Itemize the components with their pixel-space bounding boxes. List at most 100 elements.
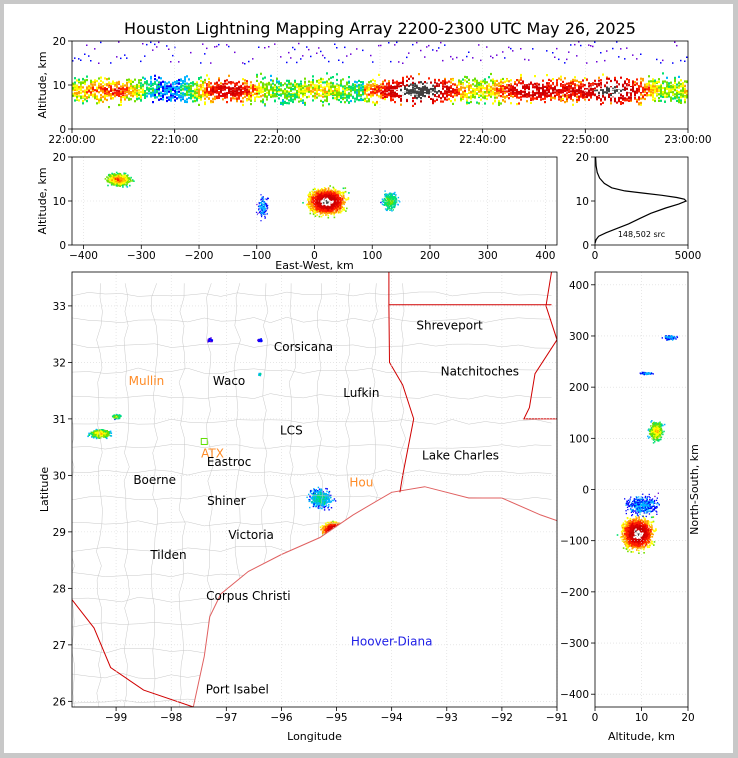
north-south-y-tick-label: 0: [582, 485, 589, 497]
altitude-histogram-y-tick-label: 10: [576, 196, 589, 208]
map-label-shiner: Shiner: [207, 494, 246, 508]
time-altitude-x-tick-label: 22:20:00: [254, 134, 301, 146]
time-altitude-x-tick-label: 22:30:00: [356, 134, 403, 146]
north-south-y-tick-label: 400: [569, 280, 589, 292]
map-cell-north: [207, 337, 214, 343]
north-south-upper-scatter: [624, 492, 660, 518]
altitude-histogram-y-tick-label: 20: [576, 152, 589, 164]
map-cell-waco: [258, 372, 262, 377]
map-y-tick-label: 33: [53, 301, 66, 313]
map-cell-corsicana: [257, 338, 263, 343]
north-south-y-tick-label: 300: [569, 331, 589, 343]
north-south-cell-100: [647, 420, 666, 444]
map-label-lake-charles: Lake Charles: [422, 449, 499, 463]
map-xlabel: Longitude: [287, 730, 342, 743]
map-boundaries: [72, 272, 557, 707]
east-west-y-tick-label: 10: [53, 196, 66, 208]
east-west-y-tick-label: 0: [59, 240, 66, 252]
map-x-tick-label: −92: [491, 712, 513, 724]
map-lines-layer: [72, 272, 557, 707]
map-x-tick-label: −98: [160, 712, 182, 724]
east-west-scatter: [255, 194, 269, 222]
north-south-grid: [595, 272, 688, 707]
east-west-x-tick-label: 300: [478, 250, 498, 262]
time-altitude-x-tick-label: 22:00:00: [48, 134, 95, 146]
east-west-x-tick-label: −200: [185, 250, 214, 262]
map-label-port-isabel: Port Isabel: [206, 682, 269, 696]
north-south-x-tick-label: 0: [592, 712, 599, 724]
altitude-histogram-x-tick-label: 5000: [675, 250, 702, 262]
station-marker-square-outline-icon: [200, 437, 208, 445]
map-x-tick-label: −99: [105, 712, 127, 724]
north-south-cell-230: [639, 371, 654, 376]
time-altitude-x-tick-label: 22:10:00: [151, 134, 198, 146]
east-west-x-tick-label: 400: [535, 250, 555, 262]
map-y-tick-label: 29: [53, 527, 66, 539]
north-south-y-tick-label: 100: [569, 433, 589, 445]
north-south-x-tick-label: 10: [635, 712, 648, 724]
axes-layer: [68, 40, 689, 711]
map-x-tick-label: −94: [381, 712, 403, 724]
east-west-x-tick-label: −400: [69, 250, 98, 262]
map-label-hoover-diana: Hoover-Diana: [351, 634, 433, 648]
time-altitude-x-tick-label: 22:40:00: [459, 134, 506, 146]
map-label-mullin: Mullin: [129, 374, 165, 388]
east-west-xlabel: East-West, km: [275, 259, 353, 272]
map-x-tick-label: −91: [546, 712, 568, 724]
map-label-waco: Waco: [213, 374, 245, 388]
map-label-victoria: Victoria: [228, 528, 274, 542]
map-label-lcs: LCS: [280, 424, 303, 438]
map-y-tick-label: 26: [53, 696, 67, 708]
north-south-sources: [616, 335, 679, 554]
altitude-histogram-y-tick-label: 0: [582, 240, 589, 252]
mexico-border: [72, 599, 194, 707]
map-label-corsicana: Corsicana: [274, 340, 333, 354]
map-x-tick-label: −95: [325, 712, 347, 724]
north-south-x-tick-label: 20: [681, 712, 694, 724]
map-x-tick-label: −93: [436, 712, 458, 724]
north-south-xlabel: Altitude, km: [608, 730, 675, 743]
east-west-x-tick-label: 0: [311, 250, 318, 262]
time-altitude-x-tick-label: 23:00:00: [664, 134, 711, 146]
north-south-y-tick-label: 200: [569, 382, 589, 394]
figure-frame: Houston Lightning Mapping Array 2200-230…: [4, 4, 733, 753]
map-x-tick-label: −96: [270, 712, 292, 724]
map-label-lufkin: Lufkin: [343, 386, 379, 400]
north-south-main-cell: [616, 515, 657, 554]
time-altitude-ylabel: Altitude, km: [36, 51, 49, 118]
time-altitude-y-tick-label: 0: [59, 124, 66, 136]
north-south-y-tick-label: −300: [560, 638, 589, 650]
figure-canvas: Houston Lightning Mapping Array 2200-230…: [36, 19, 712, 743]
map-ylabel: Latitude: [38, 467, 51, 513]
north-south-cell-300: [661, 335, 679, 341]
east-west-x-tick-label: −300: [127, 250, 156, 262]
east-west-western-cell: [104, 171, 135, 188]
map-label-shreveport: Shreveport: [416, 319, 483, 333]
map-y-tick-label: 27: [53, 640, 66, 652]
map-label-natchitoches: Natchitoches: [441, 364, 519, 378]
east-west-x-tick-label: 200: [420, 250, 440, 262]
source-count-label: 148,502 src: [618, 230, 665, 239]
figure-title: Houston Lightning Mapping Array 2200-230…: [124, 19, 636, 38]
east-west-x-tick-label: −100: [242, 250, 271, 262]
map-cell-west-north: [111, 413, 122, 421]
east-west-sources: [104, 171, 401, 222]
altitude-histogram-line: [594, 156, 688, 244]
map-label-eastroc: Eastroc: [207, 455, 252, 469]
north-south-y-tick-label: −400: [560, 689, 589, 701]
east-west-y-tick-label: 20: [53, 152, 66, 164]
east-west-eastern-edge: [380, 190, 401, 212]
map-y-tick-label: 32: [53, 357, 66, 369]
map-label-boerne: Boerne: [133, 473, 176, 487]
north-south-ylabel: North-South, km: [688, 444, 701, 535]
map-frame: [71, 271, 558, 708]
texas-louisiana-border: [388, 272, 415, 493]
east-west-main-cell: [302, 185, 350, 219]
east-west-ylabel: Altitude, km: [36, 167, 49, 234]
time-altitude-grid: [72, 41, 688, 129]
coastline: [192, 486, 557, 707]
altitude-histogram-x-tick-label: 0: [592, 250, 599, 262]
map-y-tick-label: 31: [53, 414, 66, 426]
map-y-tick-label: 30: [53, 470, 66, 482]
map-label-corpus-christi: Corpus Christi: [206, 589, 291, 603]
